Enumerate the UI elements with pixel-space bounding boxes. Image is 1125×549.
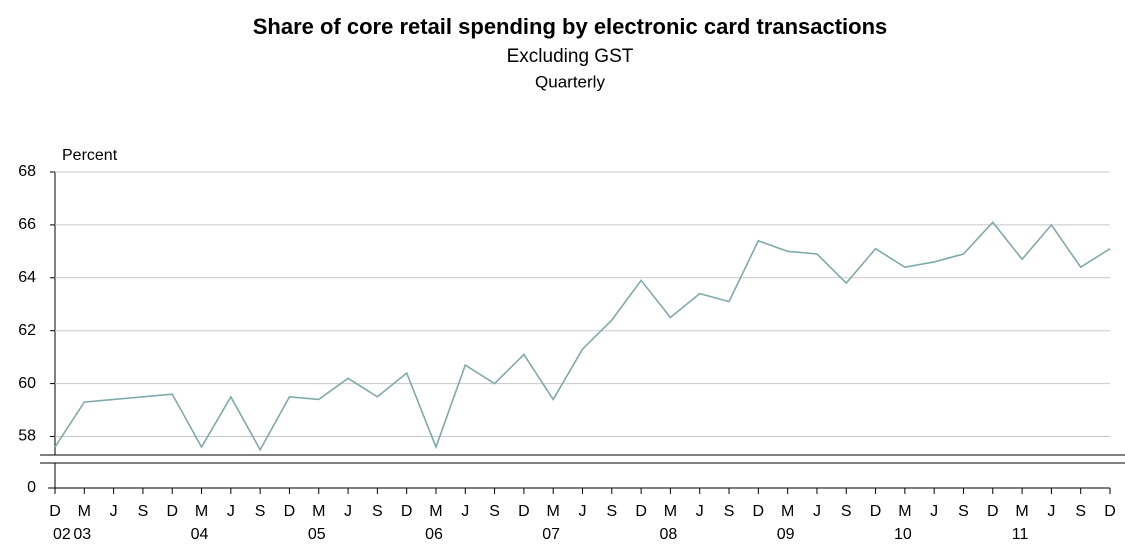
x-tick-label: J [696, 503, 704, 520]
x-tick-label: S [489, 503, 500, 520]
y-tick-label: 68 [18, 163, 36, 180]
x-tick-label: M [195, 503, 208, 520]
x-tick-label: S [606, 503, 617, 520]
data-line [54, 221, 1111, 452]
x-tick-label: D [518, 503, 530, 520]
y-axis-label: Percent [62, 147, 118, 164]
x-tick-label: M [898, 503, 911, 520]
y-tick-label: 64 [18, 269, 36, 286]
x-tick-label: D [401, 503, 413, 520]
x-tick-label: S [138, 503, 149, 520]
x-year-label: 04 [191, 526, 209, 543]
x-tick-label: J [344, 503, 352, 520]
x-tick-label: M [78, 503, 91, 520]
x-tick-label: D [284, 503, 296, 520]
x-tick-label: S [841, 503, 852, 520]
x-tick-label: D [753, 503, 765, 520]
chart-title: Share of core retail spending by electro… [253, 14, 888, 39]
x-tick-label: M [547, 503, 560, 520]
x-tick-label: J [930, 503, 938, 520]
y-tick-label: 0 [27, 479, 36, 496]
x-tick-label: S [724, 503, 735, 520]
x-tick-label: M [1015, 503, 1028, 520]
x-tick-label: M [781, 503, 794, 520]
x-tick-label: M [312, 503, 325, 520]
x-year-label: 10 [894, 526, 912, 543]
x-tick-label: J [110, 503, 118, 520]
x-tick-label: M [429, 503, 442, 520]
x-tick-label: D [166, 503, 178, 520]
x-year-label: 02 [53, 526, 71, 543]
x-tick-label: S [958, 503, 969, 520]
x-tick-label: M [664, 503, 677, 520]
x-tick-label: D [870, 503, 882, 520]
x-tick-label: D [1104, 503, 1116, 520]
y-tick-label: 60 [18, 375, 36, 392]
x-tick-label: S [372, 503, 383, 520]
y-tick-label: 62 [18, 322, 36, 339]
x-tick-label: S [255, 503, 266, 520]
x-year-label: 08 [660, 526, 678, 543]
y-tick-label: 66 [18, 216, 36, 233]
x-year-label: 05 [308, 526, 326, 543]
x-year-label: 06 [425, 526, 443, 543]
x-tick-label: J [579, 503, 587, 520]
chart-frequency: Quarterly [535, 72, 605, 91]
x-tick-label: J [227, 503, 235, 520]
x-year-label: 07 [542, 526, 560, 543]
x-tick-label: D [635, 503, 647, 520]
x-tick-label: J [813, 503, 821, 520]
x-year-label: 03 [73, 526, 91, 543]
x-year-label: 11 [1012, 526, 1029, 543]
x-tick-label: D [987, 503, 999, 520]
x-tick-label: J [1047, 503, 1055, 520]
x-tick-label: S [1075, 503, 1086, 520]
x-year-label: 09 [777, 526, 795, 543]
y-tick-label: 58 [18, 428, 36, 445]
x-tick-label: J [461, 503, 469, 520]
x-tick-label: D [49, 503, 61, 520]
chart-subtitle: Excluding GST [507, 46, 634, 67]
